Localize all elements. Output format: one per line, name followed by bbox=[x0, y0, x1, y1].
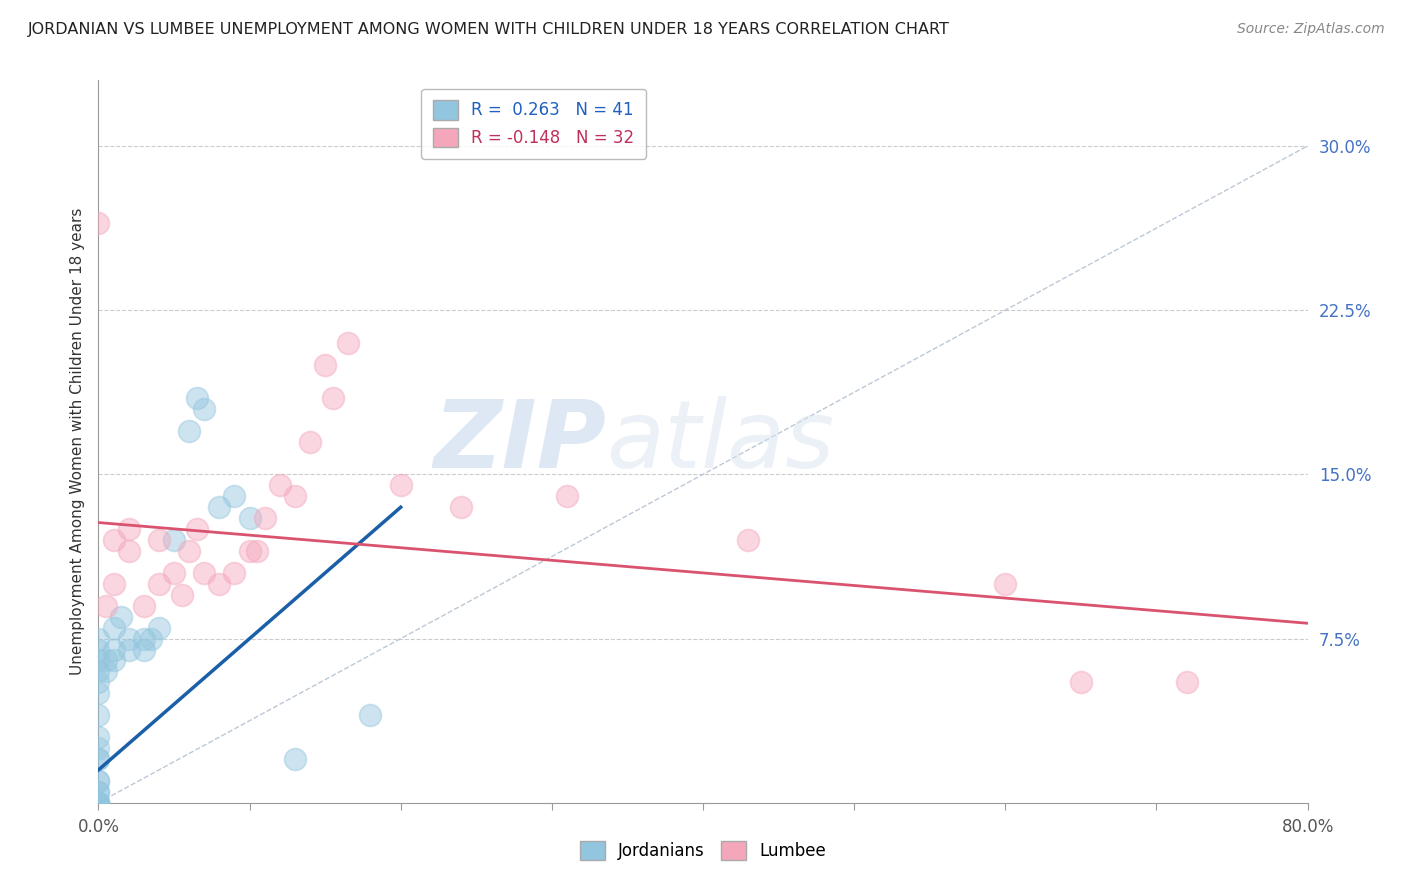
Point bbox=[186, 522, 208, 536]
Point bbox=[87, 796, 110, 810]
Text: atlas: atlas bbox=[606, 396, 835, 487]
Point bbox=[87, 773, 110, 788]
Point bbox=[87, 632, 110, 646]
Point bbox=[322, 391, 344, 405]
Point bbox=[118, 632, 141, 646]
Point bbox=[87, 675, 110, 690]
Point bbox=[87, 665, 110, 679]
Point bbox=[87, 773, 110, 788]
Point bbox=[336, 336, 359, 351]
Point bbox=[224, 566, 246, 580]
Point bbox=[103, 653, 125, 667]
Point bbox=[299, 434, 322, 449]
Point bbox=[87, 785, 110, 799]
Point bbox=[193, 401, 215, 416]
Point bbox=[87, 708, 110, 723]
Point bbox=[555, 489, 578, 503]
Point bbox=[269, 478, 291, 492]
Point bbox=[360, 708, 382, 723]
Point bbox=[94, 665, 117, 679]
Point bbox=[148, 577, 170, 591]
Point bbox=[389, 478, 412, 492]
Point bbox=[87, 686, 110, 700]
Point bbox=[314, 358, 336, 372]
Point bbox=[87, 642, 110, 657]
Point bbox=[132, 632, 155, 646]
Point bbox=[103, 533, 125, 547]
Point bbox=[450, 500, 472, 515]
Point bbox=[284, 752, 307, 766]
Point bbox=[186, 391, 208, 405]
Point bbox=[132, 642, 155, 657]
Point bbox=[87, 796, 110, 810]
Point bbox=[132, 599, 155, 613]
Point bbox=[87, 796, 110, 810]
Point bbox=[87, 216, 110, 230]
Point bbox=[170, 588, 193, 602]
Point bbox=[118, 642, 141, 657]
Point bbox=[94, 653, 117, 667]
Text: JORDANIAN VS LUMBEE UNEMPLOYMENT AMONG WOMEN WITH CHILDREN UNDER 18 YEARS CORREL: JORDANIAN VS LUMBEE UNEMPLOYMENT AMONG W… bbox=[28, 22, 950, 37]
Point bbox=[284, 489, 307, 503]
Point bbox=[163, 533, 186, 547]
Point bbox=[103, 621, 125, 635]
Text: ZIP: ZIP bbox=[433, 395, 606, 488]
Point bbox=[148, 621, 170, 635]
Point bbox=[253, 511, 276, 525]
Point bbox=[87, 730, 110, 744]
Point bbox=[87, 785, 110, 799]
Point bbox=[103, 577, 125, 591]
Point bbox=[994, 577, 1017, 591]
Point bbox=[87, 796, 110, 810]
Point bbox=[193, 566, 215, 580]
Point bbox=[87, 752, 110, 766]
Point bbox=[94, 599, 117, 613]
Legend: Jordanians, Lumbee: Jordanians, Lumbee bbox=[572, 834, 834, 867]
Point bbox=[208, 500, 231, 515]
Point bbox=[87, 653, 110, 667]
Point bbox=[179, 544, 201, 558]
Point bbox=[737, 533, 759, 547]
Point bbox=[163, 566, 186, 580]
Point bbox=[239, 544, 262, 558]
Point bbox=[87, 752, 110, 766]
Point bbox=[118, 544, 141, 558]
Point bbox=[239, 511, 262, 525]
Point bbox=[87, 741, 110, 756]
Point bbox=[179, 424, 201, 438]
Point bbox=[148, 533, 170, 547]
Point bbox=[141, 632, 163, 646]
Point bbox=[87, 796, 110, 810]
Point bbox=[110, 609, 132, 624]
Point bbox=[103, 642, 125, 657]
Point bbox=[118, 522, 141, 536]
Point bbox=[208, 577, 231, 591]
Text: Source: ZipAtlas.com: Source: ZipAtlas.com bbox=[1237, 22, 1385, 37]
Point bbox=[224, 489, 246, 503]
Point bbox=[246, 544, 269, 558]
Y-axis label: Unemployment Among Women with Children Under 18 years: Unemployment Among Women with Children U… bbox=[69, 208, 84, 675]
Point bbox=[1175, 675, 1198, 690]
Point bbox=[1070, 675, 1092, 690]
